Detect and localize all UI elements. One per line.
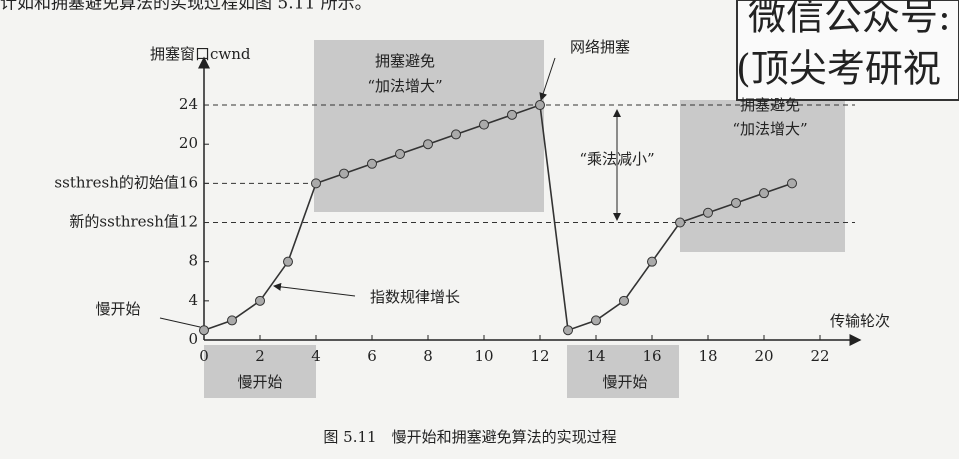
x-tick-label: 14	[586, 347, 605, 365]
point	[199, 325, 209, 336]
point	[311, 178, 321, 189]
slow-start-region	[567, 345, 679, 398]
annotation: 拥塞避免	[740, 96, 800, 114]
point	[507, 109, 517, 120]
annotation: 慢开始	[602, 373, 647, 391]
avoid-region	[680, 100, 845, 252]
x-tick-label: 6	[367, 347, 377, 365]
annotation: 拥塞避免	[375, 52, 435, 70]
x-tick-label: 12	[530, 347, 549, 365]
y-tick-label: 0	[188, 330, 198, 348]
pointer	[159, 317, 201, 328]
y-tick-label: ssthresh的初始值16	[54, 173, 198, 191]
y-tick-label: 20	[179, 134, 198, 152]
x-tick-label: 16	[642, 347, 661, 365]
point	[227, 315, 237, 326]
point	[619, 295, 629, 306]
x-tick-label: 8	[423, 347, 433, 365]
annotation: 慢开始	[95, 300, 140, 318]
point	[787, 178, 797, 189]
x-tick-label: 22	[810, 347, 829, 365]
point	[703, 207, 713, 218]
point	[339, 168, 349, 179]
x-tick-label: 4	[311, 347, 321, 365]
y-tick-label: 4	[188, 291, 198, 309]
point	[535, 100, 545, 111]
y-tick-label: 8	[188, 252, 198, 270]
point	[563, 325, 573, 336]
avoid-region	[314, 40, 544, 212]
annotation: “加法增大”	[367, 77, 442, 95]
annotation: “乘法减小”	[579, 150, 654, 168]
annotation: “加法增大”	[732, 120, 807, 138]
pointer	[273, 282, 356, 297]
point	[255, 295, 265, 306]
line	[203, 103, 793, 332]
annotation: 网络拥塞	[570, 38, 630, 56]
x-tick-label: 18	[698, 347, 717, 365]
slow-start-region	[204, 345, 316, 398]
x-axis-label: 传输轮次	[830, 312, 890, 330]
x-tick-label: 20	[754, 347, 773, 365]
y-tick-label: 新的ssthresh值12	[69, 213, 198, 231]
point	[647, 256, 657, 267]
point	[675, 217, 685, 228]
pointer	[539, 57, 556, 101]
point	[759, 188, 769, 199]
point	[451, 129, 461, 140]
y-tick-label: 24	[179, 95, 198, 113]
watermark-box	[736, 0, 959, 101]
y-axis-label: 拥塞窗口cwnd	[150, 45, 251, 63]
x-tick-label: 10	[474, 347, 493, 365]
point	[479, 119, 489, 130]
x-tick-label: 0	[199, 347, 209, 365]
annotation: 慢开始	[237, 373, 282, 391]
watermark: (顶尖考研祝	[736, 47, 941, 91]
header-fragment: 计如和拥塞避免算法的实现过程如图 5.11 所示。	[0, 0, 372, 14]
point	[731, 197, 741, 208]
x-tick-label: 2	[255, 347, 265, 365]
point	[367, 158, 377, 169]
watermark: 微信公众号:	[748, 0, 951, 39]
point	[283, 256, 293, 267]
point	[591, 315, 601, 326]
caption: 图 5.11 慢开始和拥塞避免算法的实现过程	[323, 428, 616, 446]
point	[423, 139, 433, 150]
annotation: 指数规律增长	[370, 288, 460, 306]
point	[395, 149, 405, 159]
